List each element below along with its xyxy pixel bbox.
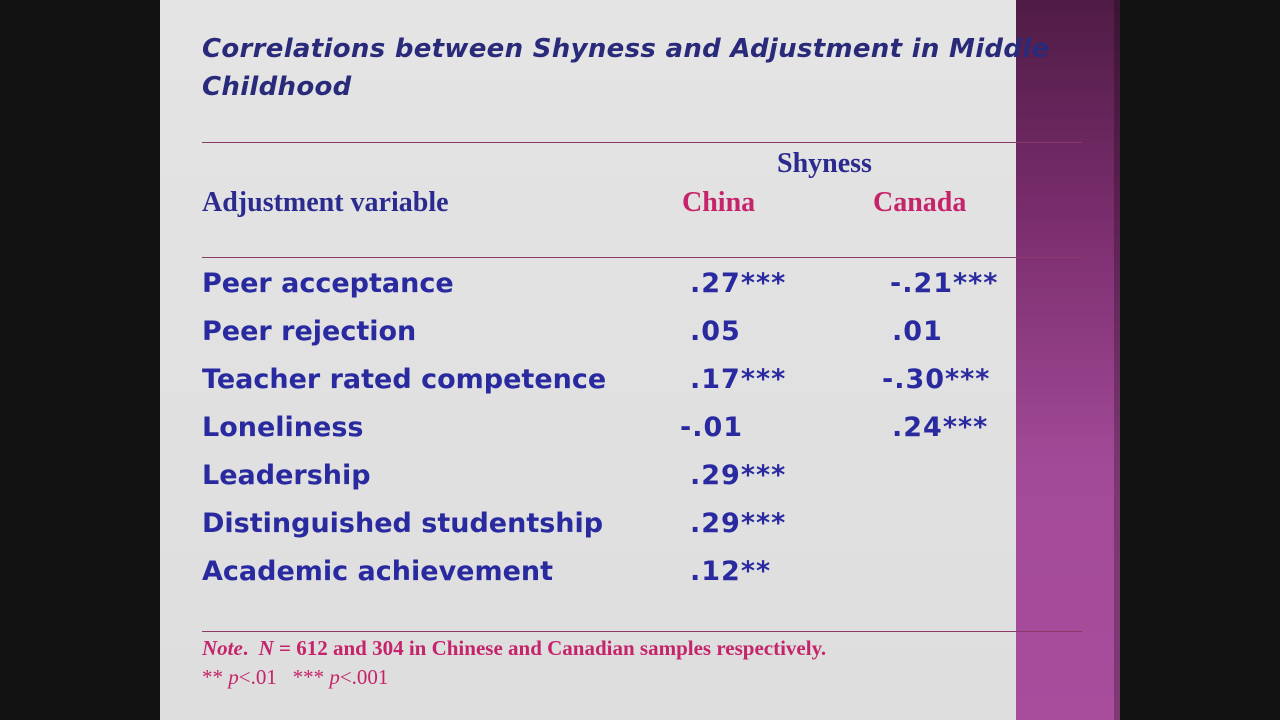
table-top-rule — [202, 142, 1082, 143]
sig-value-1: <.01 — [238, 665, 277, 689]
sig-p-1: p — [228, 665, 239, 689]
china-value: .29*** — [690, 508, 787, 539]
slide: Correlations between Shyness and Adjustm… — [160, 0, 1120, 720]
sig-stars-2: *** — [292, 665, 330, 689]
row-label: Academic achievement — [202, 556, 554, 587]
slide-title: Correlations between Shyness and Adjustm… — [202, 34, 1050, 102]
china-value: .29*** — [690, 460, 787, 491]
note-sample-sizes: = 612 and 304 in Chinese and Canadian sa… — [273, 636, 827, 660]
shyness-group-header: Shyness — [777, 148, 872, 179]
row-label: Teacher rated competence — [202, 364, 607, 395]
canada-value: .01 — [892, 316, 943, 347]
canada-value: -.30*** — [882, 364, 991, 395]
row-label: Distinguished studentship — [202, 508, 604, 539]
note-n-symbol: N — [258, 636, 274, 660]
china-value: .12** — [690, 556, 772, 587]
row-label: Peer rejection — [202, 316, 417, 347]
china-value: .27*** — [690, 268, 787, 299]
china-value: -.01 — [680, 412, 744, 443]
row-label: Loneliness — [202, 412, 364, 443]
note-period: . — [242, 636, 259, 660]
canada-value: .24*** — [892, 412, 989, 443]
table-note-line-1: Note. N = 612 and 304 in Chinese and Can… — [202, 634, 1062, 663]
china-value: .17*** — [690, 364, 787, 395]
decorative-purple-band — [1016, 0, 1120, 720]
sig-value-2: <.001 — [339, 665, 389, 689]
row-label: Leadership — [202, 460, 371, 491]
table-bottom-rule — [202, 631, 1082, 632]
table-header-rule — [202, 257, 1082, 258]
column-header-china: China — [682, 187, 756, 218]
sig-stars-1: ** — [202, 665, 229, 689]
row-label: Peer acceptance — [202, 268, 454, 299]
column-header-canada: Canada — [873, 187, 967, 218]
sig-p-2: p — [329, 665, 340, 689]
adjustment-variable-header: Adjustment variable — [202, 187, 449, 218]
note-prefix: Note — [202, 636, 243, 660]
china-value: .05 — [690, 316, 741, 347]
table-note-line-2: ** p<.01 *** p<.001 — [202, 663, 1062, 692]
canada-value: -.21*** — [890, 268, 999, 299]
